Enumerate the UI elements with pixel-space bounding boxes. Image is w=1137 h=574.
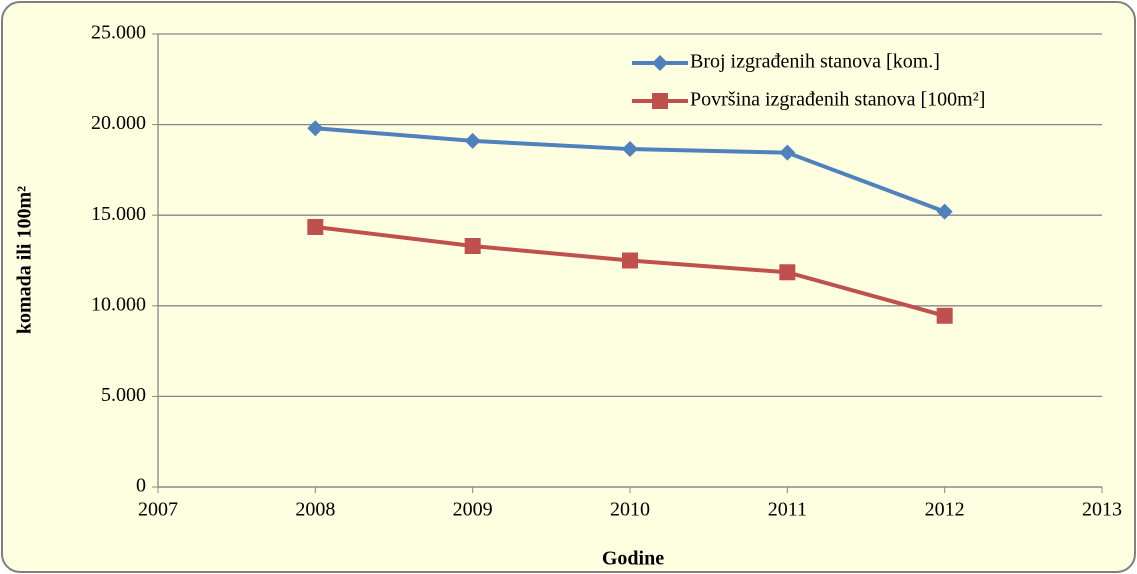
data-point <box>622 141 638 158</box>
data-point <box>307 218 324 235</box>
data-point <box>779 264 796 281</box>
x-tick-label: 2009 <box>453 499 493 521</box>
legend-marker <box>652 93 668 109</box>
data-point <box>936 307 953 324</box>
data-point <box>464 132 481 149</box>
y-tick-label: 25.000 <box>91 22 146 44</box>
y-tick-label: 0 <box>136 475 146 497</box>
legend-label: Površina izgrađenih stanova [100m²] <box>690 89 985 111</box>
data-point <box>779 144 796 161</box>
x-tick-label: 2011 <box>768 499 807 521</box>
legend-label: Broj izgrađenih stanova [kom.] <box>690 51 940 73</box>
y-tick-label: 15.000 <box>91 203 146 225</box>
y-tick-label: 20.000 <box>91 112 146 134</box>
data-point <box>464 238 481 255</box>
data-point <box>936 203 953 220</box>
x-tick-label: 2007 <box>138 499 178 521</box>
y-tick-label: 5.000 <box>101 384 146 406</box>
x-tick-label: 2010 <box>610 499 650 521</box>
x-tick-label: 2008 <box>295 499 335 521</box>
data-point <box>307 120 324 137</box>
y-tick-label: 10.000 <box>91 293 146 315</box>
x-tick-label: 2012 <box>925 499 965 521</box>
data-point <box>622 252 638 269</box>
y-axis-label: komada ili 100m² <box>14 186 36 334</box>
legend-marker <box>652 55 668 71</box>
x-axis-label: Godine <box>602 548 664 570</box>
x-tick-label: 2013 <box>1082 499 1122 521</box>
